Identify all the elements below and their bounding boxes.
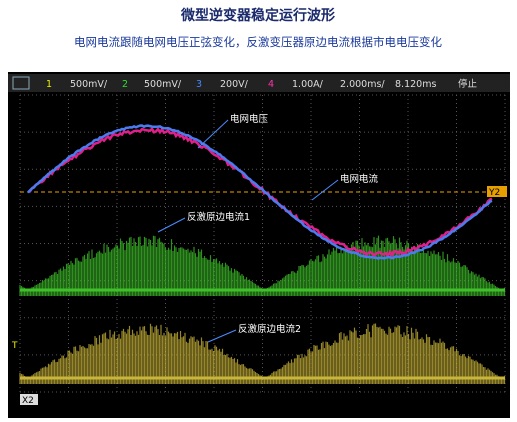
- ch-scale: 500mV/: [70, 79, 108, 90]
- menu-button[interactable]: [12, 76, 30, 90]
- ch-label: 2: [122, 79, 128, 90]
- status: 停止: [458, 78, 478, 90]
- ch-scale: 1.00A/: [292, 79, 324, 90]
- grid-voltage: [27, 124, 493, 260]
- title: 微型逆变器稳定运行波形: [180, 7, 335, 24]
- ch-label: 3: [196, 79, 202, 90]
- toolbar-items: 1 500mV/ 2 500mV/ 3 200V/ 4 1.00A/ 2.000…: [46, 78, 478, 90]
- subtitle: 电网电流跟随电网电压正弦变化，反激变压器原边电流根据市电电压变化: [74, 35, 442, 49]
- annotations: 电网电压 电网电流 反激原边电流1 反激原边电流2: [157, 113, 379, 343]
- ch-label: 1: [46, 79, 52, 90]
- x2-marker: [20, 394, 38, 405]
- trigger-marker: T: [11, 341, 18, 351]
- y2-marker: [487, 186, 507, 197]
- timebase: 2.000ms/: [340, 79, 385, 90]
- marker-label: Y2: [488, 188, 500, 198]
- ch-scale: 200V/: [220, 79, 249, 90]
- annotation: 电网电压: [230, 113, 269, 125]
- waveforms: [19, 124, 506, 384]
- leader: [311, 179, 339, 201]
- leader: [197, 119, 229, 149]
- annotation: 反激原边电流2: [238, 323, 301, 335]
- annotation: 电网电流: [340, 173, 379, 185]
- ch-label: 4: [268, 79, 274, 90]
- marker-label: X2: [22, 396, 34, 406]
- leader: [207, 329, 237, 343]
- ch-scale: 500mV/: [144, 79, 182, 90]
- toolbar: [8, 74, 510, 92]
- delay: 8.120ms: [395, 79, 436, 90]
- annotation: 反激原边电流1: [187, 211, 250, 223]
- leader: [157, 217, 186, 233]
